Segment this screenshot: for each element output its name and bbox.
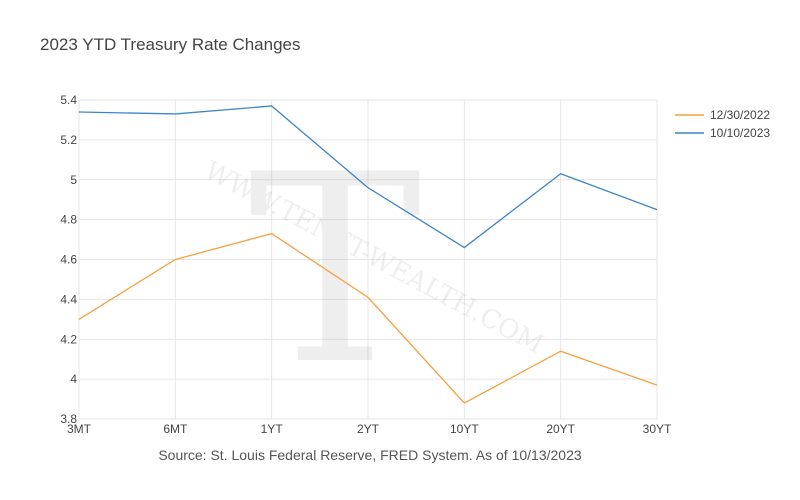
watermark: T WWW.TENET-WEALTH.COM: [199, 120, 548, 422]
y-tick-label: 4: [70, 372, 77, 386]
x-tick-label: 2YT: [357, 422, 380, 436]
legend-label: 10/10/2023: [710, 126, 770, 140]
data-point[interactable]: [76, 109, 82, 115]
data-point[interactable]: [269, 103, 275, 109]
data-point[interactable]: [654, 207, 660, 213]
y-tick-label: 5: [70, 173, 77, 187]
legend-item[interactable]: 10/10/2023: [675, 126, 770, 140]
series-line[interactable]: [78, 105, 658, 249]
data-point[interactable]: [654, 382, 660, 388]
watermark-logo-letter: T: [248, 120, 423, 422]
chart-title: 2023 YTD Treasury Rate Changes: [40, 35, 301, 54]
data-point[interactable]: [365, 185, 371, 191]
source-note: Source: St. Louis Federal Reserve, FRED …: [158, 447, 582, 463]
series-lines: [76, 103, 660, 406]
x-tick-label: 20YT: [546, 422, 575, 436]
x-tick-label: 6MT: [163, 422, 188, 436]
legend-item[interactable]: 12/30/2022: [675, 108, 770, 122]
data-point[interactable]: [461, 245, 467, 251]
x-tick-label: 1YT: [261, 422, 284, 436]
legend-label: 12/30/2022: [710, 108, 770, 122]
y-tick-label: 5.2: [60, 133, 77, 147]
data-point[interactable]: [269, 231, 275, 237]
data-point[interactable]: [558, 171, 564, 177]
x-axis-ticks: 3MT 6MT 1YT 2YT 10YT 20YT 30YT: [67, 422, 672, 436]
y-axis-ticks: 3.8 4 4.2 4.4 4.6 4.8 5 5.2 5.4: [60, 93, 77, 426]
y-tick-label: 4.4: [60, 292, 77, 306]
legend: 12/30/2022 10/10/2023: [675, 108, 770, 140]
x-tick-label: 10YT: [450, 422, 479, 436]
grid-lines: [78, 99, 658, 420]
y-tick-label: 4.6: [60, 253, 77, 267]
data-point[interactable]: [76, 316, 82, 322]
x-tick-label: 30YT: [643, 422, 672, 436]
x-tick-label: 3MT: [67, 422, 92, 436]
data-point[interactable]: [172, 111, 178, 117]
data-point[interactable]: [461, 400, 467, 406]
y-tick-label: 4.2: [60, 332, 77, 346]
series-line[interactable]: [78, 232, 658, 404]
data-point[interactable]: [365, 294, 371, 300]
y-tick-label: 4.8: [60, 213, 77, 227]
data-point[interactable]: [558, 348, 564, 354]
data-point[interactable]: [172, 257, 178, 263]
y-tick-label: 3.8: [60, 412, 77, 426]
y-tick-label: 5.4: [60, 93, 77, 107]
